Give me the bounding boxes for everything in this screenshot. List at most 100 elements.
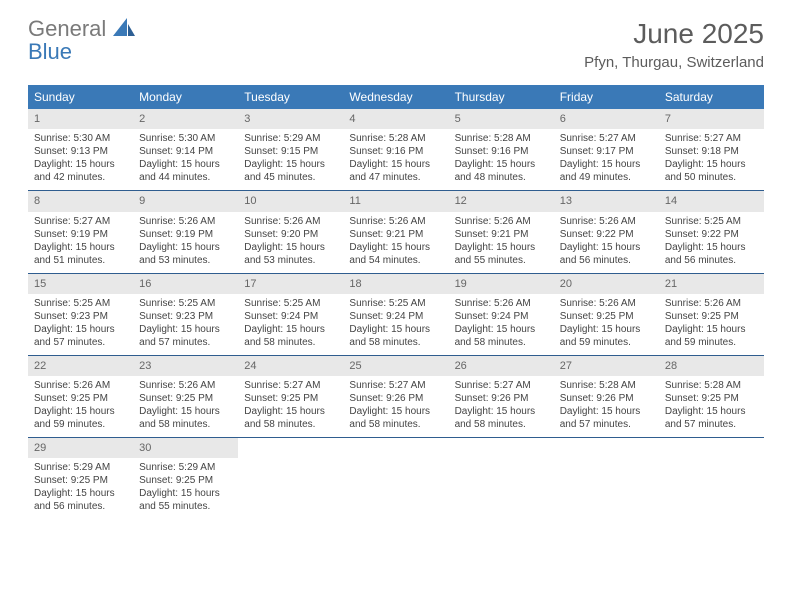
week-row: 8Sunrise: 5:27 AMSunset: 9:19 PMDaylight…: [28, 191, 764, 273]
day-cell: 14Sunrise: 5:25 AMSunset: 9:22 PMDayligh…: [659, 191, 764, 272]
day-cell: 1Sunrise: 5:30 AMSunset: 9:13 PMDaylight…: [28, 109, 133, 190]
sunrise-text: Sunrise: 5:26 AM: [455, 215, 548, 228]
daylight-text: Daylight: 15 hours and 56 minutes.: [34, 487, 127, 513]
sunrise-text: Sunrise: 5:27 AM: [34, 215, 127, 228]
sunset-text: Sunset: 9:26 PM: [455, 392, 548, 405]
logo-sail-icon: [113, 18, 135, 36]
day-number: 13: [554, 191, 659, 211]
sunrise-text: Sunrise: 5:27 AM: [349, 379, 442, 392]
sunrise-text: Sunrise: 5:26 AM: [349, 215, 442, 228]
sunset-text: Sunset: 9:19 PM: [139, 228, 232, 241]
dow-tuesday: Tuesday: [238, 85, 343, 109]
day-number: 4: [343, 109, 448, 129]
day-number: 3: [238, 109, 343, 129]
sunrise-text: Sunrise: 5:26 AM: [455, 297, 548, 310]
week-row: 1Sunrise: 5:30 AMSunset: 9:13 PMDaylight…: [28, 109, 764, 191]
dow-thursday: Thursday: [449, 85, 554, 109]
daylight-text: Daylight: 15 hours and 44 minutes.: [139, 158, 232, 184]
sunrise-text: Sunrise: 5:26 AM: [244, 215, 337, 228]
day-cell: 12 Sunrise: 5:26 AMSunset: 9:21 PMDayligh…: [449, 191, 554, 272]
day-body: Sunrise: 5:25 AMSunset: 9:22 PMDaylight:…: [659, 212, 764, 273]
daylight-text: Daylight: 15 hours and 59 minutes.: [34, 405, 127, 431]
daylight-text: Daylight: 15 hours and 55 minutes.: [455, 241, 548, 267]
sunrise-text: Sunrise: 5:27 AM: [455, 379, 548, 392]
sunset-text: Sunset: 9:25 PM: [665, 392, 758, 405]
daylight-text: Daylight: 15 hours and 57 minutes.: [139, 323, 232, 349]
sunset-text: Sunset: 9:25 PM: [34, 474, 127, 487]
location-text: Pfyn, Thurgau, Switzerland: [584, 54, 764, 71]
day-number: 1: [28, 109, 133, 129]
day-body: Sunrise: 5:26 AMSunset: 9:25 PMDaylight:…: [659, 294, 764, 355]
sunrise-text: Sunrise: 5:27 AM: [665, 132, 758, 145]
daylight-text: Daylight: 15 hours and 56 minutes.: [560, 241, 653, 267]
day-number: 15: [28, 274, 133, 294]
day-cell: 20Sunrise: 5:26 AMSunset: 9:25 PMDayligh…: [554, 274, 659, 355]
daylight-text: Daylight: 15 hours and 45 minutes.: [244, 158, 337, 184]
day-number: 23: [133, 356, 238, 376]
day-body: Sunrise: 5:27 AMSunset: 9:25 PMDaylight:…: [238, 376, 343, 437]
day-cell: 4Sunrise: 5:28 AMSunset: 9:16 PMDaylight…: [343, 109, 448, 190]
day-body: Sunrise: 5:27 AMSunset: 9:26 PMDaylight:…: [449, 376, 554, 437]
day-number: 10: [238, 191, 343, 211]
day-number: 19: [449, 274, 554, 294]
day-number: 14: [659, 191, 764, 211]
day-body: Sunrise: 5:26 AMSunset: 9:19 PMDaylight:…: [133, 212, 238, 273]
sunset-text: Sunset: 9:25 PM: [34, 392, 127, 405]
day-cell: 10Sunrise: 5:26 AMSunset: 9:20 PMDayligh…: [238, 191, 343, 272]
sunrise-text: Sunrise: 5:26 AM: [139, 379, 232, 392]
daylight-text: Daylight: 15 hours and 42 minutes.: [34, 158, 127, 184]
sunset-text: Sunset: 9:21 PM: [455, 228, 548, 241]
day-number: 22: [28, 356, 133, 376]
sunset-text: Sunset: 9:26 PM: [349, 392, 442, 405]
day-cell: 27Sunrise: 5:28 AMSunset: 9:26 PMDayligh…: [554, 356, 659, 437]
day-body: Sunrise: 5:29 AMSunset: 9:15 PMDaylight:…: [238, 129, 343, 190]
logo: General Blue: [28, 18, 135, 64]
sunset-text: Sunset: 9:26 PM: [560, 392, 653, 405]
daylight-text: Daylight: 15 hours and 56 minutes.: [665, 241, 758, 267]
day-cell: 30Sunrise: 5:29 AMSunset: 9:25 PMDayligh…: [133, 438, 238, 519]
day-number: 16: [133, 274, 238, 294]
dow-friday: Friday: [554, 85, 659, 109]
sunset-text: Sunset: 9:25 PM: [560, 310, 653, 323]
daylight-text: Daylight: 15 hours and 53 minutes.: [139, 241, 232, 267]
daylight-text: Daylight: 15 hours and 54 minutes.: [349, 241, 442, 267]
sunset-text: Sunset: 9:21 PM: [349, 228, 442, 241]
day-cell: 22Sunrise: 5:26 AMSunset: 9:25 PMDayligh…: [28, 356, 133, 437]
day-cell: 21Sunrise: 5:26 AMSunset: 9:25 PMDayligh…: [659, 274, 764, 355]
sunset-text: Sunset: 9:25 PM: [139, 392, 232, 405]
day-body: Sunrise: 5:28 AMSunset: 9:26 PMDaylight:…: [554, 376, 659, 437]
day-number: 11: [343, 191, 448, 211]
logo-word1: General: [28, 16, 106, 41]
daylight-text: Daylight: 15 hours and 58 minutes.: [349, 323, 442, 349]
day-number: 17: [238, 274, 343, 294]
month-title: June 2025: [584, 18, 764, 50]
sunset-text: Sunset: 9:14 PM: [139, 145, 232, 158]
daylight-text: Daylight: 15 hours and 57 minutes.: [560, 405, 653, 431]
day-number: 24: [238, 356, 343, 376]
day-number: 12: [449, 191, 554, 211]
day-cell: 15Sunrise: 5:25 AMSunset: 9:23 PMDayligh…: [28, 274, 133, 355]
daylight-text: Daylight: 15 hours and 48 minutes.: [455, 158, 548, 184]
day-body: Sunrise: 5:26 AMSunset: 9:20 PMDaylight:…: [238, 212, 343, 273]
sunset-text: Sunset: 9:23 PM: [139, 310, 232, 323]
sunrise-text: Sunrise: 5:27 AM: [244, 379, 337, 392]
day-body: Sunrise: 5:29 AMSunset: 9:25 PMDaylight:…: [133, 458, 238, 519]
daylight-text: Daylight: 15 hours and 47 minutes.: [349, 158, 442, 184]
empty-cell: [659, 438, 764, 519]
day-number: 26: [449, 356, 554, 376]
day-body: Sunrise: 5:26 AMSunset: 9:24 PMDaylight:…: [449, 294, 554, 355]
sunrise-text: Sunrise: 5:29 AM: [139, 461, 232, 474]
week-row: 29Sunrise: 5:29 AMSunset: 9:25 PMDayligh…: [28, 438, 764, 519]
sunrise-text: Sunrise: 5:25 AM: [244, 297, 337, 310]
sunset-text: Sunset: 9:20 PM: [244, 228, 337, 241]
sunrise-text: Sunrise: 5:26 AM: [560, 215, 653, 228]
sunrise-text: Sunrise: 5:25 AM: [349, 297, 442, 310]
day-cell: 17Sunrise: 5:25 AMSunset: 9:24 PMDayligh…: [238, 274, 343, 355]
day-body: Sunrise: 5:28 AMSunset: 9:16 PMDaylight:…: [343, 129, 448, 190]
day-body: Sunrise: 5:27 AMSunset: 9:26 PMDaylight:…: [343, 376, 448, 437]
sunset-text: Sunset: 9:22 PM: [665, 228, 758, 241]
empty-cell: [343, 438, 448, 519]
day-body: Sunrise: 5:27 AMSunset: 9:19 PMDaylight:…: [28, 212, 133, 273]
day-number: 6: [554, 109, 659, 129]
day-body: Sunrise: 5:28 AMSunset: 9:25 PMDaylight:…: [659, 376, 764, 437]
